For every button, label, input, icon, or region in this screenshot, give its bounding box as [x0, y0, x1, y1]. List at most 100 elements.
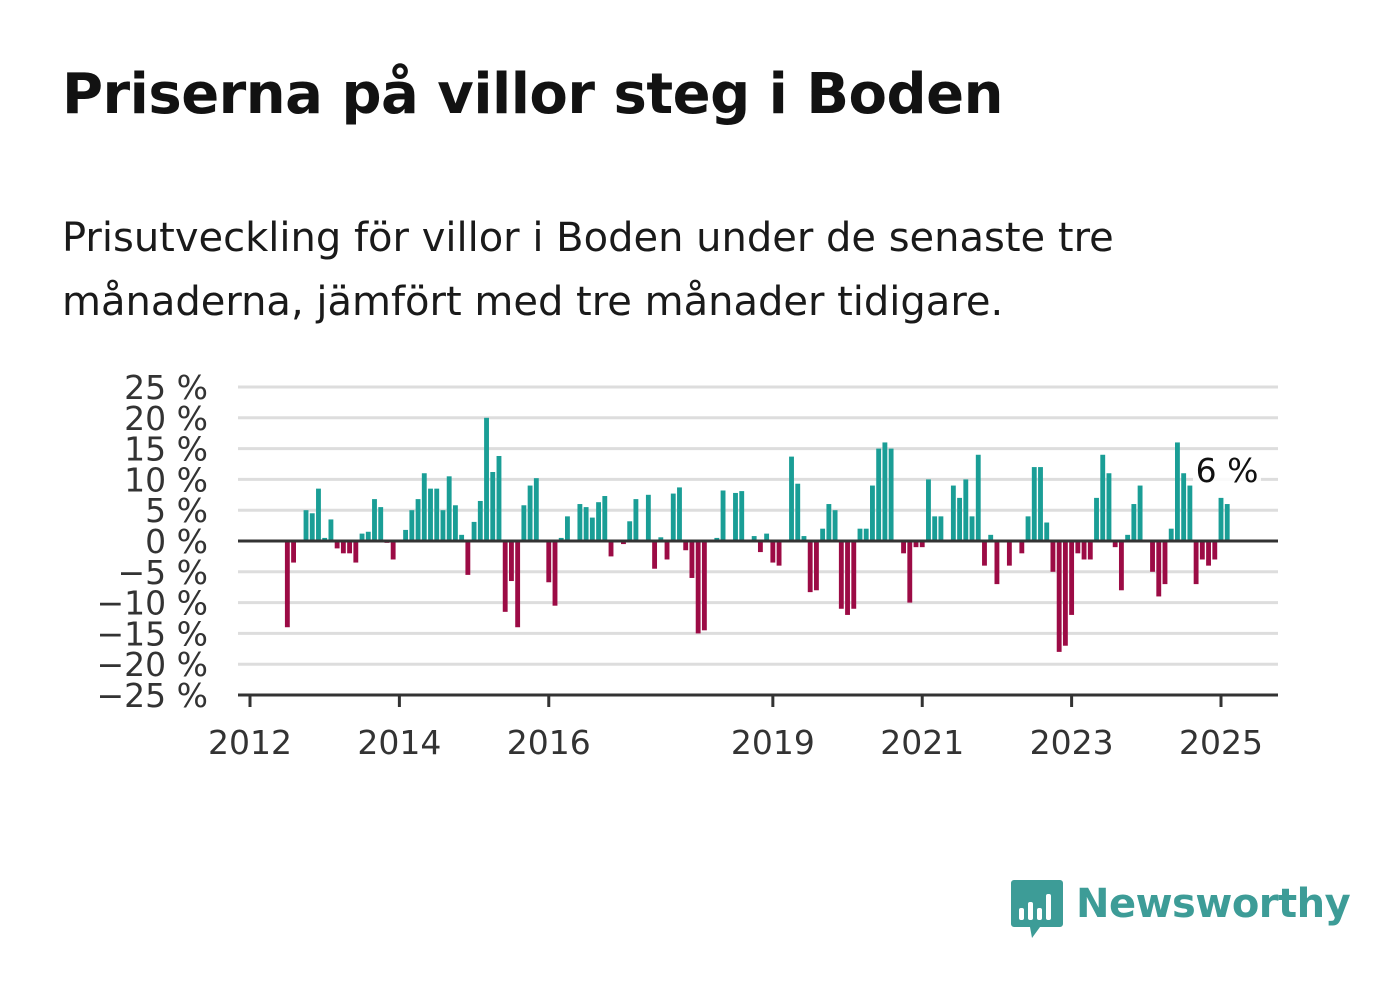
x-tick-label: 2025 [1179, 723, 1263, 762]
bar [365, 531, 371, 541]
bar [677, 487, 682, 541]
bar [496, 455, 502, 541]
bar [901, 541, 906, 554]
bar [795, 483, 801, 541]
bar [907, 541, 913, 603]
bar [770, 541, 776, 563]
bar [1137, 485, 1143, 541]
bar [403, 529, 409, 541]
bar [428, 488, 433, 541]
bar [733, 492, 738, 541]
bar [565, 516, 570, 541]
bar [440, 510, 446, 541]
bar [328, 519, 334, 541]
bar [527, 485, 533, 541]
bar [1118, 541, 1124, 591]
bar [558, 537, 564, 541]
bar [533, 478, 539, 541]
bar [322, 537, 328, 541]
annotation-background [1193, 453, 1261, 489]
bar [926, 479, 931, 541]
bar [1006, 541, 1012, 566]
bar [1094, 497, 1099, 541]
x-tick-label: 2014 [357, 723, 441, 762]
bar [621, 541, 626, 545]
bar [1162, 541, 1168, 585]
bar [1181, 473, 1187, 541]
bar [1187, 485, 1193, 541]
y-tick-label: −20 % [97, 645, 209, 684]
y-tick-label: 10 % [124, 460, 208, 499]
bar [969, 516, 975, 541]
bar [1131, 504, 1137, 541]
bar [521, 505, 527, 541]
bar [652, 541, 658, 569]
bar [589, 517, 595, 541]
bar [957, 497, 963, 541]
bar [1081, 541, 1087, 560]
bar-chart: 25 %20 %15 %10 %5 %0 %−5 %−10 %−15 %−20 … [97, 368, 1278, 762]
brand-name: Newsworthy [1076, 881, 1351, 927]
bar [1175, 442, 1180, 541]
bar [390, 541, 396, 560]
grid-lines [238, 385, 1278, 666]
y-tick-label: 5 % [145, 491, 208, 530]
bar [340, 541, 346, 554]
bar [838, 541, 844, 609]
bar [757, 541, 763, 553]
bar [1075, 541, 1081, 554]
bar [1025, 516, 1031, 541]
bar [1156, 541, 1162, 597]
bar [695, 541, 701, 634]
bar [546, 541, 552, 583]
bar [372, 499, 377, 541]
bar [764, 533, 770, 541]
bar [658, 537, 664, 541]
y-tick-label: 15 % [124, 430, 208, 469]
bar [664, 541, 670, 560]
bar [1069, 541, 1075, 615]
bar [801, 536, 807, 541]
bar [378, 507, 384, 541]
bar [583, 507, 589, 541]
bar [714, 537, 720, 541]
axes [238, 539, 1278, 707]
y-tick-label: −25 % [97, 676, 209, 715]
bar [353, 541, 359, 563]
bar [471, 521, 477, 541]
bar [459, 534, 465, 541]
bar [1031, 467, 1037, 541]
bar [851, 541, 857, 609]
x-tick-label: 2021 [880, 723, 964, 762]
bar [1150, 541, 1155, 572]
bar [776, 541, 782, 566]
bar [359, 533, 365, 541]
bar [938, 516, 944, 541]
bar [932, 516, 938, 541]
y-tick-label: −15 % [97, 614, 209, 653]
bar [316, 488, 321, 541]
bar [919, 541, 925, 548]
bar [1050, 541, 1056, 572]
bar [739, 491, 745, 541]
bar [309, 513, 315, 541]
bar [982, 541, 987, 566]
bar [751, 536, 757, 541]
bar [434, 488, 440, 541]
bar [452, 505, 458, 541]
bar [913, 541, 919, 548]
bar [1125, 534, 1131, 541]
bar [882, 442, 888, 541]
bar [515, 541, 521, 628]
chart-title: Priserna på villor steg i Boden [62, 62, 1003, 127]
bar [1038, 467, 1043, 541]
tick-labels: 25 %20 %15 %10 %5 %0 %−5 %−10 %−15 %−20 … [97, 368, 1263, 762]
x-tick-label: 2016 [507, 723, 591, 762]
bar [1218, 497, 1224, 541]
bar [1019, 541, 1025, 554]
bar [888, 448, 894, 541]
bar [502, 541, 508, 612]
newsworthy-logo[interactable]: Newsworthy [1010, 878, 1351, 940]
bar [950, 485, 956, 541]
bar [284, 541, 290, 628]
